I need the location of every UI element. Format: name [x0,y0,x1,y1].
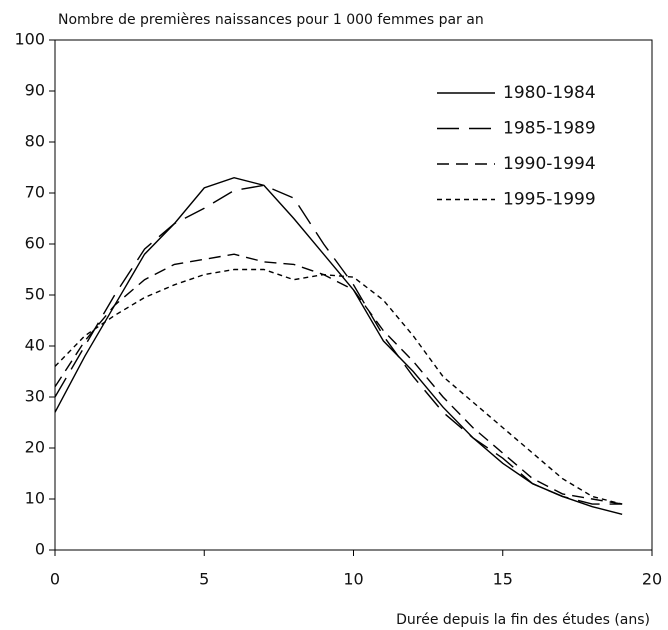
y-tick-label: 10 [25,489,45,508]
x-tick-label: 10 [343,570,363,589]
x-tick-label: 15 [493,570,513,589]
y-tick-label: 100 [14,30,45,49]
plot-frame [54,39,653,551]
y-tick-label: 20 [25,438,45,457]
y-tick-label: 30 [25,387,45,406]
legend-label: 1985-1989 [503,119,596,139]
x-tick-label: 5 [199,570,209,589]
series-line [54,176,623,515]
x-tick-label: 20 [642,570,662,589]
series-line [54,184,623,505]
y-tick-label: 60 [25,234,45,253]
y-tick-label: 70 [25,183,45,202]
series-line [54,253,623,505]
legend-label: 1990-1994 [503,154,596,174]
x-axis-label: Durée depuis la fin des études (ans) [396,612,650,628]
y-tick-label: 90 [25,81,45,100]
y-tick-label: 80 [25,132,45,151]
y-axis-label: Nombre de premières naissances pour 1 00… [58,12,484,28]
legend-label: 1980-1984 [503,83,596,103]
y-tick-label: 0 [35,540,45,559]
x-tick-label: 0 [50,570,60,589]
series-line [54,268,623,505]
legend-label: 1995-1999 [503,190,596,210]
y-tick-label: 40 [25,336,45,355]
y-tick-label: 50 [25,285,45,304]
